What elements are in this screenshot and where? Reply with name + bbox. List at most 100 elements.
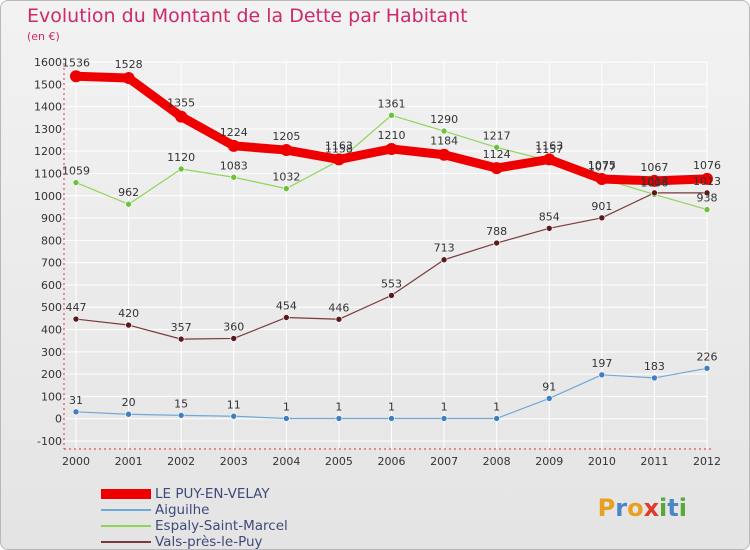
data-point — [332, 153, 345, 166]
data-label: 15 — [174, 397, 188, 410]
y-tick-label: 700 — [41, 257, 62, 270]
x-tick-label: 2000 — [62, 455, 90, 468]
x-tick-label: 2004 — [272, 455, 300, 468]
data-point — [230, 335, 238, 342]
data-label: 1124 — [483, 148, 511, 161]
legend-swatch — [101, 509, 151, 511]
legend-label: Aiguilhe — [155, 502, 210, 518]
data-label: 854 — [539, 210, 560, 223]
data-point — [177, 335, 185, 343]
y-tick-label: 1200 — [34, 145, 62, 158]
data-label: 1 — [335, 400, 342, 413]
x-tick-label: 2012 — [693, 455, 721, 468]
y-tick-label: 1400 — [34, 101, 62, 114]
data-label: 1290 — [430, 113, 458, 126]
data-point — [227, 139, 240, 152]
data-label: 357 — [171, 321, 192, 334]
legend-swatch — [101, 525, 151, 527]
data-label: 1210 — [378, 129, 406, 142]
data-point — [493, 144, 500, 151]
y-tick-label: 0 — [55, 413, 62, 426]
logo-letter: i — [678, 494, 687, 522]
y-tick-label: 1300 — [34, 123, 62, 136]
data-label: 1163 — [535, 139, 563, 152]
data-point — [177, 412, 185, 419]
y-tick-label: 400 — [41, 324, 62, 337]
data-label: 1 — [441, 400, 448, 413]
data-label: 1355 — [167, 97, 195, 110]
data-label: 1032 — [272, 171, 300, 184]
data-label: 1067 — [640, 161, 668, 174]
logo-letter: t — [667, 494, 679, 522]
data-point — [440, 256, 448, 264]
y-tick-label: 600 — [41, 279, 62, 292]
data-point — [651, 189, 658, 197]
data-point — [651, 374, 658, 382]
data-label: 1059 — [62, 165, 90, 178]
x-tick-label: 2009 — [535, 455, 563, 468]
data-label: 1013 — [640, 175, 668, 188]
y-tick-label: 800 — [41, 234, 62, 247]
data-label: 1536 — [62, 56, 90, 69]
y-tick-label: 1500 — [34, 78, 62, 91]
logo-letter: i — [659, 494, 668, 522]
data-label: 1158 — [325, 143, 353, 156]
legend-label: Vals-près-le-Puy — [155, 534, 263, 550]
x-tick-label: 2011 — [640, 455, 668, 468]
data-label: 1013 — [693, 175, 721, 188]
y-tick-label: -100 — [37, 435, 62, 448]
data-point — [440, 415, 448, 422]
data-label: 31 — [69, 394, 83, 407]
data-label: 183 — [644, 360, 665, 373]
legend-entry: Vals-près-le-Puy — [101, 534, 431, 550]
legend-swatch — [101, 541, 151, 543]
data-label: 11 — [227, 398, 241, 411]
data-label: 1006 — [640, 176, 668, 189]
logo-letter: x — [643, 494, 660, 522]
data-point — [230, 173, 238, 181]
legend-swatch — [101, 489, 151, 499]
data-label: 1 — [283, 400, 290, 413]
y-tick-label: 500 — [41, 301, 62, 314]
y-tick-label: 300 — [41, 346, 62, 359]
data-point — [175, 110, 188, 123]
data-label: 1205 — [272, 130, 300, 143]
data-point — [70, 70, 82, 83]
data-label: 197 — [591, 357, 612, 370]
data-point — [545, 395, 553, 402]
data-point — [595, 173, 608, 186]
x-tick-label: 2005 — [325, 455, 353, 468]
data-point — [703, 189, 711, 197]
data-label: 1528 — [115, 58, 143, 71]
legend: LE PUY-EN-VELAY Aiguilhe Espaly-Saint-Marc… — [101, 486, 431, 550]
x-tick-label: 2003 — [220, 455, 248, 468]
data-label: 901 — [591, 200, 612, 213]
data-label: 1361 — [378, 97, 406, 110]
data-point — [125, 200, 132, 208]
data-point — [125, 321, 132, 329]
data-point — [177, 165, 185, 173]
data-label: 1163 — [325, 139, 353, 152]
data-label: 20 — [122, 396, 136, 409]
data-label: 962 — [118, 186, 139, 199]
data-point — [280, 144, 293, 157]
data-label: 360 — [223, 320, 244, 333]
y-tick-label: 1000 — [34, 190, 62, 203]
data-point — [122, 72, 135, 85]
data-point — [543, 153, 556, 166]
data-point — [283, 415, 290, 422]
data-label: 1184 — [430, 135, 458, 148]
data-point — [72, 179, 80, 186]
x-tick-label: 2002 — [167, 455, 195, 468]
data-label: 1157 — [535, 143, 563, 156]
data-label: 1224 — [220, 126, 248, 139]
data-label: 1077 — [588, 161, 616, 174]
data-point — [388, 415, 395, 422]
legend-label: LE PUY-EN-VELAY — [155, 486, 270, 502]
y-tick-label: 200 — [41, 368, 62, 381]
y-tick-label: 900 — [41, 212, 62, 225]
logo-letter: o — [627, 494, 644, 522]
y-tick-label: 1100 — [34, 167, 62, 180]
data-label: 454 — [276, 299, 297, 312]
data-label: 420 — [118, 307, 139, 320]
